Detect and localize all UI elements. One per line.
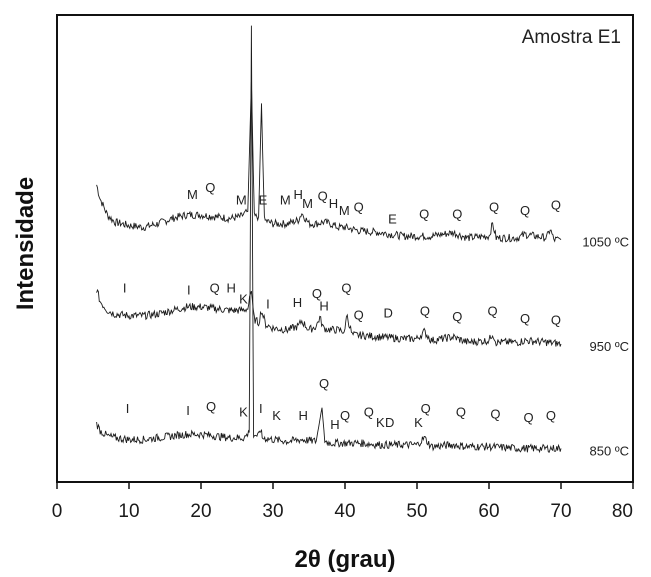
peak-label: Q xyxy=(354,199,364,214)
peak-label: Q xyxy=(312,286,322,301)
peak-label: I xyxy=(126,401,130,416)
x-tick-label: 40 xyxy=(334,501,355,522)
peak-label: Q xyxy=(456,405,466,420)
peak-label: Q xyxy=(319,376,329,391)
peak-label: M xyxy=(280,192,291,207)
peak-label: Q xyxy=(205,180,215,195)
peak-label: H xyxy=(330,417,339,432)
peak-label: Q xyxy=(551,198,561,213)
peak-label: Q xyxy=(341,281,351,296)
peak-label: I xyxy=(187,282,191,297)
peak-label: Q xyxy=(546,408,556,423)
series-temperature-label: 950 ºC xyxy=(590,339,629,354)
peak-label: D xyxy=(385,415,394,430)
x-tick-label: 80 xyxy=(612,501,633,522)
x-axis: 0 10 20 30 40 50 60 70 80 xyxy=(52,482,634,522)
series-line xyxy=(96,25,562,454)
x-tick-label: 10 xyxy=(118,501,139,522)
peak-label: H xyxy=(299,408,308,423)
peak-label: H xyxy=(329,196,338,211)
peak-label: Q xyxy=(452,309,462,324)
y-axis-title: Intensidade xyxy=(12,177,39,310)
peak-label: M xyxy=(339,203,350,218)
series-0: 1050 ºCM QM E M HM Q H M QE Q Q Q Q Q xyxy=(96,82,629,250)
peak-label: K xyxy=(239,291,248,306)
peak-label: I xyxy=(259,401,263,416)
peak-label: Q xyxy=(452,206,462,221)
x-tick-label: 50 xyxy=(406,501,427,522)
peak-label: I xyxy=(186,403,190,418)
peak-label: Q xyxy=(524,410,534,425)
peak-label: E xyxy=(259,192,268,207)
peak-label: K xyxy=(414,415,423,430)
peak-label: I xyxy=(123,281,127,296)
peak-label: Q xyxy=(520,311,530,326)
peak-label: Q xyxy=(551,313,561,328)
peak-label: I xyxy=(266,297,270,312)
peak-label: E xyxy=(388,212,397,227)
peak-label: H xyxy=(227,281,236,296)
peak-label: K xyxy=(376,415,385,430)
series-line xyxy=(96,82,562,243)
peak-label: Q xyxy=(318,189,328,204)
peak-label: K xyxy=(272,408,281,423)
x-tick-label: 20 xyxy=(190,501,211,522)
x-tick-label: 0 xyxy=(52,501,63,522)
x-tick-label: 30 xyxy=(262,501,283,522)
peak-label: Q xyxy=(520,203,530,218)
sample-label: Amostra E1 xyxy=(522,27,621,48)
peak-label: Q xyxy=(340,408,350,423)
peak-label: Q xyxy=(420,304,430,319)
peak-label: Q xyxy=(354,307,364,322)
series-line xyxy=(96,288,562,347)
peak-label: D xyxy=(384,305,393,320)
x-tick-label: 70 xyxy=(550,501,571,522)
peak-label: Q xyxy=(488,304,498,319)
x-tick-label: 60 xyxy=(478,501,499,522)
peak-label: Q xyxy=(421,401,431,416)
peak-label: H xyxy=(294,187,303,202)
peak-label: H xyxy=(293,295,302,310)
peak-label: K xyxy=(239,405,248,420)
peak-label: Q xyxy=(364,405,374,420)
peak-label: M xyxy=(302,196,313,211)
peak-label: Q xyxy=(210,281,220,296)
peak-label: H xyxy=(319,298,328,313)
series-temperature-label: 1050 ºC xyxy=(582,235,629,250)
peak-label: M xyxy=(187,187,198,202)
peak-label: Q xyxy=(490,406,500,421)
peak-label: Q xyxy=(489,199,499,214)
series-temperature-label: 850 ºC xyxy=(590,443,629,458)
x-axis-title: 2θ (grau) xyxy=(295,546,396,573)
peak-label: Q xyxy=(206,399,216,414)
peak-label: Q xyxy=(419,206,429,221)
peak-label: M xyxy=(236,192,247,207)
